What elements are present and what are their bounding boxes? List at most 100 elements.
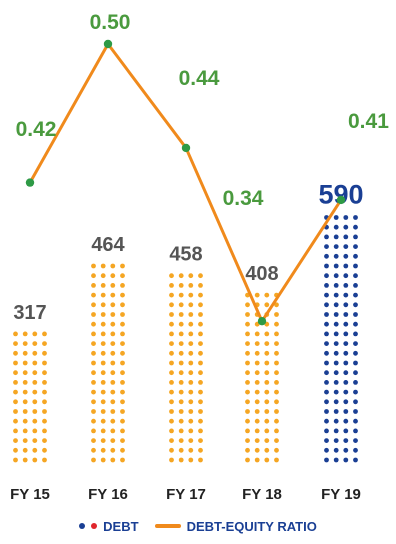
bar-dot-fy19-r14-c3: [353, 321, 358, 327]
bar-dot-fy19-r1-c2: [343, 447, 349, 453]
bar-dot-fy18-r3-c2: [264, 428, 270, 434]
bar-dot-fy16-r1-c2: [110, 447, 116, 453]
bar-dot-fy18-r6-c0: [245, 399, 250, 405]
bar-dot-fy16-r16-c3: [120, 302, 125, 308]
bar-dot-fy17-r14-c0: [169, 321, 174, 327]
bar-dot-fy17-r5-c1: [178, 409, 184, 414]
bar-dot-fy15-r7-c1: [22, 389, 28, 395]
bar-dot-fy17-r3-c0: [169, 428, 174, 434]
bar-dot-fy18-r7-c1: [254, 389, 260, 395]
bar-dot-fy19-r14-c0: [324, 321, 329, 327]
bar-dot-fy18-r10-c1: [254, 360, 260, 366]
bar-dot-fy15-r11-c0: [13, 350, 18, 356]
bar-dot-fy15-r5-c1: [22, 409, 28, 414]
bar-dot-fy17-r9-c2: [188, 370, 194, 376]
bar-dot-fy16-r1-c1: [100, 447, 106, 453]
bar-dot-fy15-r13-c1: [22, 331, 28, 337]
bar-dot-fy19-r5-c0: [324, 409, 329, 414]
bar-dot-fy15-r6-c0: [13, 399, 18, 405]
bar-dot-fy19-r16-c3: [353, 302, 358, 308]
bar-dot-fy18-r3-c0: [245, 428, 250, 434]
bar-dot-fy17-r19-c3: [198, 273, 203, 279]
bar-dot-fy19-r23-c0: [324, 234, 329, 240]
bar-dot-fy17-r8-c3: [198, 380, 203, 385]
ratio-label-fy17: 0.44: [179, 67, 220, 90]
ratio-marker-fy18: [257, 317, 267, 326]
bar-dot-fy15-r4-c2: [32, 418, 38, 424]
bar-dot-fy19-r10-c0: [324, 360, 329, 366]
bar-dot-fy19-r11-c0: [324, 350, 329, 356]
bar-dot-fy19-r21-c3: [353, 253, 358, 259]
bar-dot-fy15-r13-c2: [32, 331, 38, 337]
bar-dot-fy18-r17-c2: [264, 292, 270, 298]
bar-dot-fy17-r0-c1: [178, 457, 184, 463]
legend-label-ratio: DEBT-EQUITY RATIO: [186, 518, 317, 534]
bar-dot-fy17-r12-c0: [169, 341, 174, 346]
bar-dot-fy19-r3-c1: [333, 428, 339, 434]
legend: DEBT DEBT-EQUITY RATIO: [0, 516, 396, 536]
bar-dot-fy18-r2-c3: [274, 438, 279, 443]
bar-dot-fy18-r1-c3: [274, 447, 279, 453]
bar-dot-fy19-r19-c3: [353, 273, 358, 279]
bar-dot-fy16-r0-c0: [91, 457, 96, 463]
ratio-marker-fy17: [181, 143, 191, 153]
legend-dot-red-icon: [91, 523, 98, 529]
bar-dot-fy19-r11-c3: [353, 350, 358, 356]
bar-dot-fy19-r0-c3: [353, 457, 358, 463]
bar-dot-fy16-r19-c2: [110, 273, 116, 279]
bar-dot-fy18-r16-c2: [264, 302, 270, 308]
bar-dot-fy17-r14-c2: [188, 321, 194, 327]
bar-dot-fy17-r16-c1: [178, 302, 184, 308]
bar-dot-fy16-r8-c3: [120, 380, 125, 385]
bar-dot-fy19-r6-c2: [343, 399, 349, 405]
bar-dot-fy19-r18-c0: [324, 283, 329, 288]
bar-dot-fy15-r6-c1: [22, 399, 28, 405]
bar-dot-fy19-r12-c2: [343, 341, 349, 346]
bar-dot-fy19-r5-c2: [343, 409, 349, 414]
bar-dot-fy18-r11-c3: [274, 350, 279, 356]
bar-dot-fy19-r0-c2: [343, 457, 349, 463]
bar-dot-fy19-r21-c1: [333, 253, 339, 259]
bar-dot-fy17-r12-c1: [178, 341, 184, 346]
bar-dot-fy18-r2-c2: [264, 438, 270, 443]
bar-dot-fy16-r5-c0: [91, 409, 96, 414]
bar-dot-fy16-r18-c2: [110, 283, 116, 288]
bar-dot-fy19-r24-c1: [333, 224, 339, 230]
bar-dot-fy16-r12-c1: [100, 341, 106, 346]
bar-dot-fy15-r0-c1: [22, 457, 28, 463]
bar-dot-fy18-r6-c3: [274, 399, 279, 405]
bar-dot-fy19-r17-c0: [324, 292, 329, 298]
value-label-fy15: 317: [13, 302, 46, 324]
bar-dot-fy17-r11-c3: [198, 350, 203, 356]
bar-dot-fy16-r8-c2: [110, 380, 116, 385]
bar-dot-fy16-r7-c3: [120, 389, 125, 395]
bar-dot-fy16-r11-c1: [100, 350, 106, 356]
x-tick-label-fy18: FY 18: [242, 486, 282, 503]
bar-dot-fy16-r13-c2: [110, 331, 116, 337]
bar-dot-fy17-r12-c2: [188, 341, 194, 346]
bar-dot-fy18-r2-c1: [254, 438, 260, 443]
bar-dot-fy15-r7-c2: [32, 389, 38, 395]
bar-dot-fy15-r11-c2: [32, 350, 38, 356]
bar-dot-fy16-r14-c1: [100, 321, 106, 327]
bar-dot-fy18-r0-c0: [245, 457, 250, 463]
bar-dot-fy18-r7-c3: [274, 389, 279, 395]
bar-dot-fy18-r5-c2: [264, 409, 270, 414]
bar-dot-fy17-r18-c2: [188, 283, 194, 288]
bar-dot-fy15-r2-c0: [13, 438, 18, 443]
bar-dot-fy15-r1-c1: [22, 447, 28, 453]
bar-dot-fy18-r10-c3: [274, 360, 279, 366]
bar-dot-fy17-r16-c0: [169, 302, 174, 308]
bar-dot-fy15-r12-c3: [42, 341, 47, 346]
bar-dot-fy15-r5-c2: [32, 409, 38, 414]
bar-dot-fy19-r9-c3: [353, 370, 358, 376]
bar-dot-fy16-r17-c0: [91, 292, 96, 298]
bar-dot-fy16-r16-c1: [100, 302, 106, 308]
bar-dot-fy19-r7-c2: [343, 389, 349, 395]
bar-dot-fy18-r14-c0: [245, 321, 250, 327]
bar-dot-fy15-r11-c1: [22, 350, 28, 356]
bar-dot-fy15-r13-c3: [42, 331, 47, 337]
bar-dot-fy19-r24-c3: [353, 224, 358, 230]
bar-dot-fy18-r15-c3: [274, 312, 279, 317]
